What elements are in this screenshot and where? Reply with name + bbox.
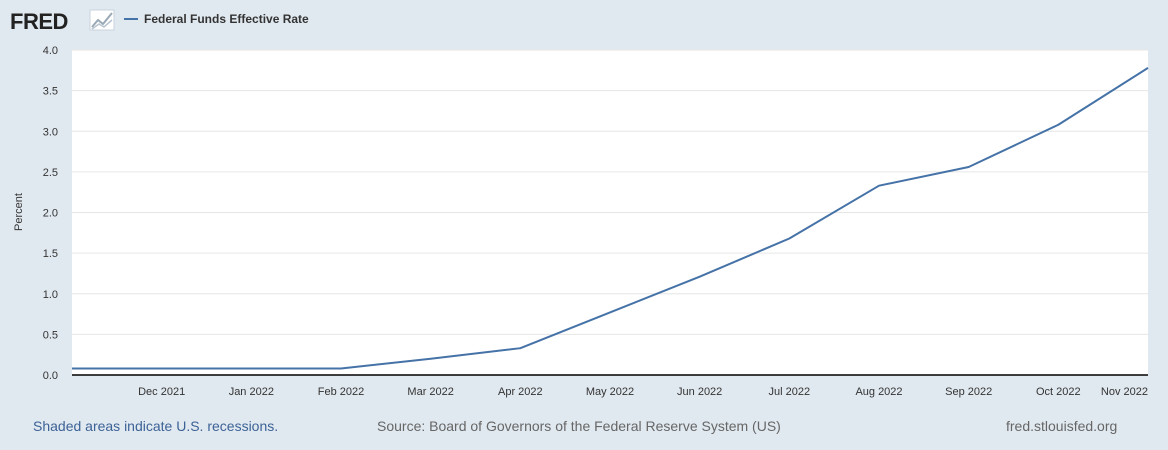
y-tick-label: 2.5 xyxy=(43,167,58,179)
x-tick-label: Apr 2022 xyxy=(498,386,543,398)
y-tick-label: 0.0 xyxy=(43,370,58,382)
x-tick-label: Feb 2022 xyxy=(318,386,364,398)
chart: FRED Federal Funds Effective Rate 0.0 0.5… xyxy=(10,9,1149,398)
x-tick-label: May 2022 xyxy=(586,386,634,398)
x-tick-label: Oct 2022 xyxy=(1036,386,1081,398)
legend[interactable]: Federal Funds Effective Rate xyxy=(124,12,309,26)
y-tick-label: 3.5 xyxy=(43,86,58,98)
x-tick-label: Dec 2021 xyxy=(138,386,185,398)
y-tick-label: 3.0 xyxy=(43,126,58,138)
x-tick-label: Jun 2022 xyxy=(677,386,722,398)
y-axis-ticks: 0.0 0.5 1.0 1.5 2.0 2.5 3.0 3.5 4.0 xyxy=(43,45,58,382)
y-tick-label: 0.5 xyxy=(43,329,58,341)
site-url[interactable]: fred.stlouisfed.org xyxy=(1006,418,1118,434)
recession-note: Shaded areas indicate U.S. recessions. xyxy=(33,418,279,434)
series-group xyxy=(72,67,1149,370)
fred-logo-text: FRED xyxy=(10,9,68,34)
x-tick-label: Mar 2022 xyxy=(407,386,453,398)
y-tick-label: 2.0 xyxy=(43,208,58,220)
source-note: Source: Board of Governors of the Federa… xyxy=(377,418,781,434)
x-tick-label: Nov 2022 xyxy=(1101,386,1148,398)
gridlines xyxy=(72,49,1148,335)
y-tick-label: 1.5 xyxy=(43,248,58,260)
fred-logo-graph-icon xyxy=(89,9,115,31)
y-axis-label: Percent xyxy=(13,193,25,231)
legend-label: Federal Funds Effective Rate xyxy=(144,12,309,26)
fred-logo[interactable]: FRED xyxy=(10,9,115,34)
x-tick-label: Sep 2022 xyxy=(945,386,992,398)
x-tick-label: Jul 2022 xyxy=(769,386,811,398)
y-tick-label: 4.0 xyxy=(43,45,58,57)
x-tick-label: Jan 2022 xyxy=(229,386,274,398)
series-line[interactable] xyxy=(72,67,1149,370)
x-axis-ticks: Dec 2021 Jan 2022 Feb 2022 Mar 2022 Apr 2022… xyxy=(138,386,1148,398)
x-tick-label: Aug 2022 xyxy=(855,386,902,398)
y-tick-label: 1.0 xyxy=(43,289,58,301)
